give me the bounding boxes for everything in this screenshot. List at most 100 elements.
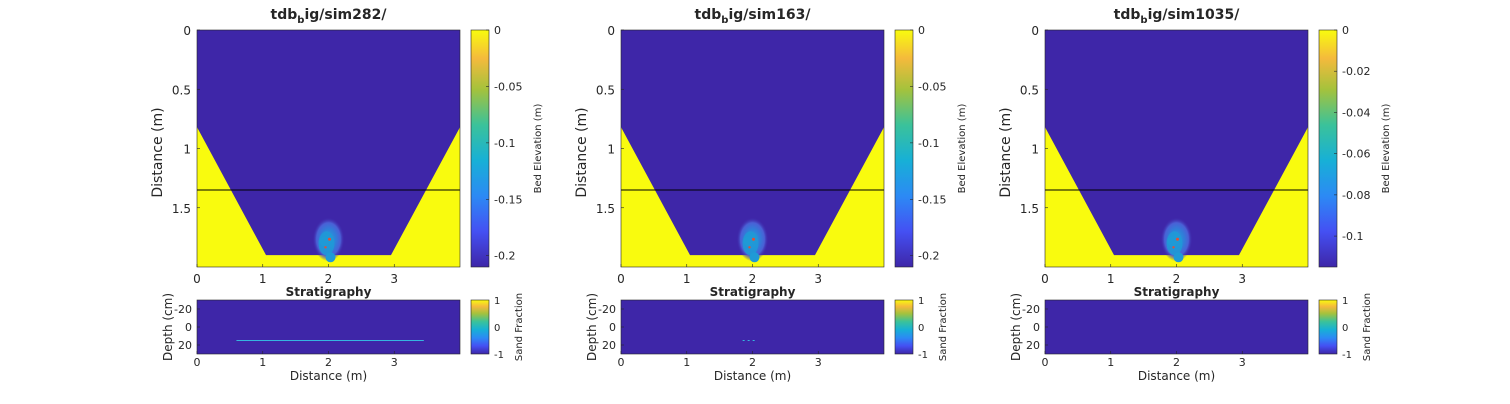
channel-bank — [1045, 127, 1308, 267]
colorbar-tick-label: -0.05 — [918, 80, 946, 93]
strat-colorbar-label: Sand Fraction — [514, 293, 525, 361]
strat-colorbar-label: Sand Fraction — [1362, 293, 1373, 361]
colorbar-tick-label: -0.2 — [918, 250, 939, 263]
y-axis-label: Distance (m) — [150, 107, 166, 197]
strat-colorbar-tick-label: 0 — [494, 323, 500, 334]
colorbar-tick-label: -0.1 — [918, 137, 939, 150]
channel-bank — [621, 127, 884, 267]
strat-x-tick-label: 1 — [683, 356, 690, 369]
colorbar-tick-label: -0.15 — [918, 193, 946, 206]
strat-y-tick-label: 0 — [1033, 321, 1040, 334]
particle-marker — [1172, 246, 1175, 249]
plume-blob — [743, 236, 754, 247]
strat-y-tick-label: -20 — [598, 303, 616, 316]
strat-colorbar-tick-label: 0 — [918, 323, 924, 334]
strat-colorbar-tick-label: 1 — [494, 296, 500, 307]
colorbar — [1318, 29, 1338, 268]
colorbar-tick-label: -0.1 — [494, 137, 515, 150]
y-tick-label: 1.5 — [172, 202, 191, 216]
x-tick-label: 3 — [814, 272, 822, 286]
x-tick-label: 1 — [259, 272, 267, 286]
strat-y-tick-label: 20 — [602, 339, 616, 352]
colorbar-tick-label: -0.05 — [494, 80, 522, 93]
x-tick-label: 3 — [1238, 272, 1246, 286]
colorbar-label: Bed Elevation (m) — [1381, 104, 1392, 194]
strat-x-tick-label: 2 — [325, 356, 332, 369]
strat-x-axis-label: Distance (m) — [290, 369, 367, 383]
strat-x-axis-label: Distance (m) — [1138, 369, 1215, 383]
y-tick-label: 0.5 — [1020, 83, 1039, 97]
strat-x-tick-label: 1 — [259, 356, 266, 369]
strat-y-tick-label: -20 — [174, 303, 192, 316]
strat-colorbar — [894, 299, 914, 355]
strat-y-axis-label: Depth (cm) — [1009, 293, 1023, 361]
strat-y-tick-label: 20 — [178, 339, 192, 352]
y-tick-label: 0 — [607, 24, 615, 38]
strat-colorbar — [1318, 299, 1338, 355]
strat-colorbar-label: Sand Fraction — [938, 293, 949, 361]
colorbar-tick-label: -0.04 — [1342, 106, 1370, 119]
strat-y-axis-label: Depth (cm) — [585, 293, 599, 361]
strat-y-tick-label: 0 — [185, 321, 192, 334]
x-tick-label: 2 — [749, 272, 757, 286]
x-tick-label: 3 — [390, 272, 398, 286]
particle-marker — [328, 237, 331, 241]
colorbar-tick-label: 0 — [918, 24, 925, 37]
x-tick-label: 0 — [617, 272, 625, 286]
y-axis-label: Distance (m) — [998, 107, 1014, 197]
strat-x-axis-label: Distance (m) — [714, 369, 791, 383]
strat-y-axis-label: Depth (cm) — [161, 293, 175, 361]
plume-blob — [325, 252, 336, 263]
panel-3: tdbbig/sim1035/0 1 2 3 0 0.5 1 1.5 Distance (m) 0… — [998, 7, 1392, 383]
x-tick-label: 0 — [193, 272, 201, 286]
strat-y-tick-label: 0 — [609, 321, 616, 334]
strat-colorbar-tick-label: 1 — [918, 296, 924, 307]
y-axis-label: Distance (m) — [574, 107, 590, 197]
strat-title: Stratigraphy — [710, 285, 796, 299]
x-tick-label: 1 — [1107, 272, 1115, 286]
strat-area — [620, 299, 885, 355]
particle-marker — [324, 246, 327, 249]
strat-colorbar-tick-label: -1 — [1342, 350, 1352, 361]
strat-x-tick-label: 0 — [194, 356, 201, 369]
strat-colorbar-tick-label: 1 — [1342, 296, 1348, 307]
plume-blob — [319, 236, 330, 247]
plot-title: tdbbig/sim1035/ — [1114, 7, 1241, 26]
strat-x-tick-label: 3 — [815, 356, 822, 369]
y-tick-label: 1.5 — [1020, 202, 1039, 216]
y-tick-label: 1.5 — [596, 202, 615, 216]
strat-y-tick-label: 20 — [1026, 339, 1040, 352]
plot-title: tdbbig/sim163/ — [695, 7, 812, 26]
colorbar-tick-label: 0 — [494, 24, 501, 37]
strat-x-tick-label: 3 — [391, 356, 398, 369]
strat-x-tick-label: 0 — [618, 356, 625, 369]
colorbar-label: Bed Elevation (m) — [957, 104, 968, 194]
strat-colorbar-tick-label: 0 — [1342, 323, 1348, 334]
colorbar-tick-label: -0.02 — [1342, 65, 1370, 78]
y-tick-label: 0.5 — [172, 83, 191, 97]
particle-marker — [752, 237, 755, 241]
plot-title: tdbbig/sim282/ — [271, 7, 388, 26]
y-tick-label: 0 — [183, 24, 191, 38]
colorbar — [470, 29, 490, 268]
y-tick-label: 1 — [183, 143, 191, 157]
plume-blob — [1173, 252, 1184, 263]
colorbar-tick-label: -0.1 — [1342, 230, 1363, 243]
strat-title: Stratigraphy — [286, 285, 372, 299]
strat-colorbar — [470, 299, 490, 355]
y-tick-label: 0.5 — [596, 83, 615, 97]
strat-title: Stratigraphy — [1134, 285, 1220, 299]
colorbar-tick-label: -0.08 — [1342, 189, 1370, 202]
strat-x-tick-label: 0 — [1042, 356, 1049, 369]
strat-colorbar-tick-label: -1 — [494, 350, 504, 361]
strat-colorbar-tick-label: -1 — [918, 350, 928, 361]
plume-blob — [749, 252, 760, 263]
colorbar-tick-label: 0 — [1342, 24, 1349, 37]
colorbar — [894, 29, 914, 268]
panel-1: tdbbig/sim282/0 1 2 3 0 0.5 1 1.5 Distance (m) 0 -… — [150, 7, 544, 383]
y-tick-label: 1 — [1031, 143, 1039, 157]
colorbar-tick-label: -0.2 — [494, 250, 515, 263]
strat-x-tick-label: 2 — [749, 356, 756, 369]
particle-marker — [748, 246, 751, 249]
